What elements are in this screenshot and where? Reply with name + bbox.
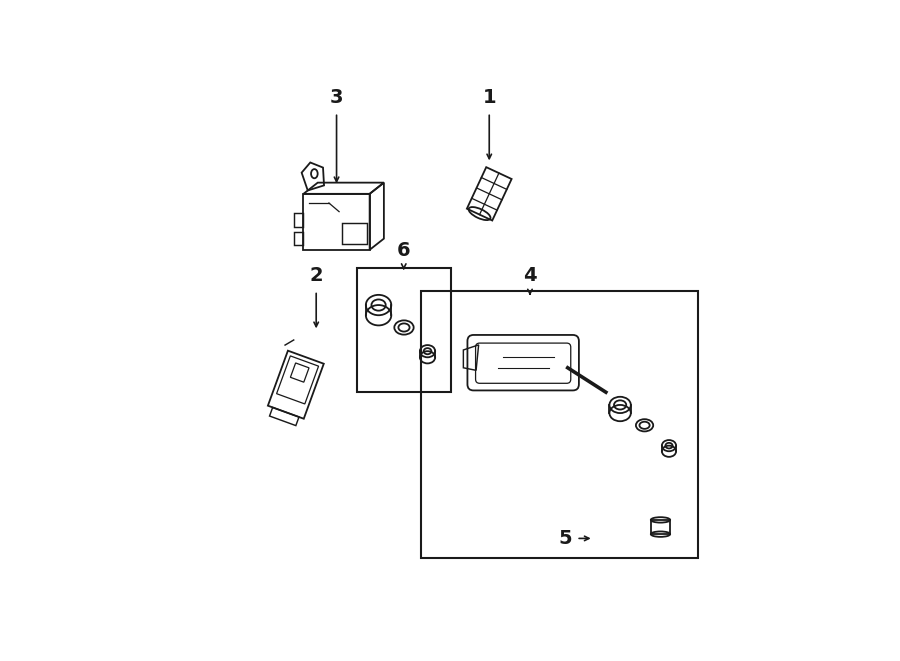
Text: 3: 3 — [329, 89, 343, 107]
Bar — [294, 213, 303, 227]
Bar — [651, 520, 670, 534]
Text: 6: 6 — [397, 241, 410, 260]
Bar — [342, 223, 367, 244]
Text: 2: 2 — [310, 266, 323, 286]
Bar — [420, 291, 698, 558]
Bar — [294, 232, 303, 245]
Text: 5: 5 — [559, 529, 572, 548]
Text: 1: 1 — [482, 89, 496, 107]
Text: 4: 4 — [523, 266, 536, 286]
Bar — [357, 268, 451, 393]
